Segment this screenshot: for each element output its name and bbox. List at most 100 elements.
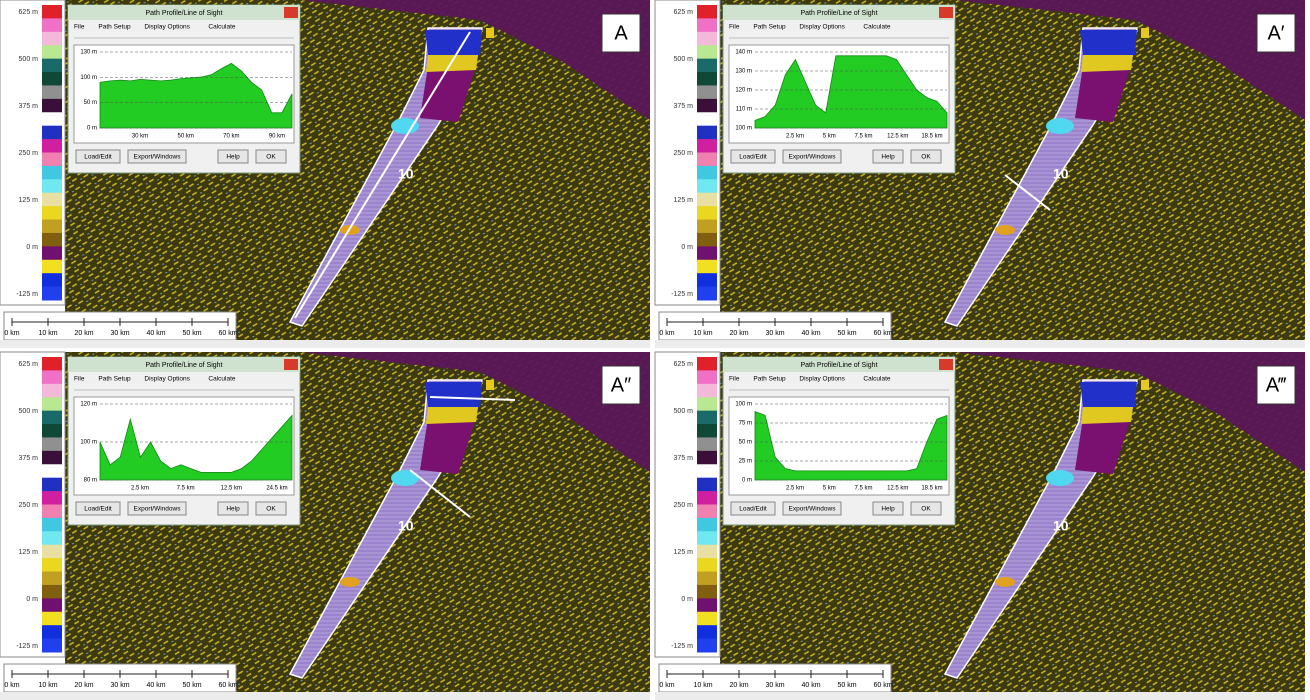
legend-swatch xyxy=(697,357,717,371)
legend-swatch xyxy=(697,5,717,19)
profile-x-label: 12.5 km xyxy=(887,486,908,492)
menu-item[interactable]: File xyxy=(729,376,740,383)
scale-label: 60 km xyxy=(873,330,892,337)
menu-item[interactable]: Path Setup xyxy=(753,24,786,31)
sandbar xyxy=(340,577,360,587)
legend-swatch xyxy=(42,545,62,559)
button-label[interactable]: OK xyxy=(921,506,931,513)
legend-swatch xyxy=(42,625,62,639)
legend-swatch xyxy=(697,193,717,207)
profile-y-label: 100 m xyxy=(735,126,752,132)
button-label[interactable]: OK xyxy=(266,154,276,161)
button-label[interactable]: Load/Edit xyxy=(739,154,767,161)
scale-label: 30 km xyxy=(110,330,129,337)
estuary-blue xyxy=(425,30,482,55)
menu-item[interactable]: Display Options xyxy=(799,376,845,383)
button-label[interactable]: OK xyxy=(921,154,931,161)
menu-item[interactable]: Display Options xyxy=(799,24,845,31)
legend-label: 375 m xyxy=(19,455,39,462)
profile-dialog: Path Profile/Line of SightFilePath Setup… xyxy=(68,5,300,173)
close-button[interactable] xyxy=(939,359,953,370)
legend-swatch xyxy=(697,478,717,492)
button-label[interactable]: Help xyxy=(226,154,240,161)
legend-swatch xyxy=(697,273,717,287)
menu-item[interactable]: Calculate xyxy=(208,376,235,383)
menu-item[interactable]: File xyxy=(729,24,740,31)
menu-item[interactable]: Path Setup xyxy=(98,24,131,31)
profile-x-label: 12.5 km xyxy=(221,486,242,492)
profile-y-label: 120 m xyxy=(80,402,97,408)
profile-y-label: 100 m xyxy=(80,75,97,81)
button-label[interactable]: Load/Edit xyxy=(739,506,767,513)
menu-item[interactable]: File xyxy=(74,376,85,383)
menu-item[interactable]: Calculate xyxy=(208,24,235,31)
profile-y-label: 25 m xyxy=(739,459,752,465)
profile-x-label: 18.5 km xyxy=(921,134,942,140)
profile-x-label: 7.5 km xyxy=(177,486,195,492)
dialog-title: Path Profile/Line of Sight xyxy=(800,10,877,17)
legend-swatch xyxy=(42,32,62,46)
panel-label: A′ xyxy=(1267,22,1284,44)
menu-item[interactable]: Path Setup xyxy=(98,376,131,383)
button-label[interactable]: Export/Windows xyxy=(789,506,837,513)
legend-swatch xyxy=(42,612,62,626)
estuary-yellow xyxy=(426,55,478,72)
legend-swatch xyxy=(42,558,62,572)
scale-label: 10 km xyxy=(693,682,712,689)
legend-label: 625 m xyxy=(674,361,694,368)
menu-item[interactable]: Display Options xyxy=(144,24,190,31)
legend-swatch xyxy=(697,424,717,438)
button-label[interactable]: Export/Windows xyxy=(134,506,182,513)
legend-swatch xyxy=(42,505,62,519)
legend-label: -125 m xyxy=(16,643,38,650)
scale-label: 40 km xyxy=(146,682,165,689)
menu-item[interactable]: Calculate xyxy=(863,24,890,31)
scale-label: 30 km xyxy=(765,682,784,689)
profile-x-label: 30 km xyxy=(132,134,148,140)
button-label[interactable]: Help xyxy=(881,506,895,513)
legend-swatch xyxy=(42,411,62,425)
scale-label: 50 km xyxy=(837,330,856,337)
scale-label: 40 km xyxy=(146,330,165,337)
button-label[interactable]: OK xyxy=(266,506,276,513)
scale-label: 20 km xyxy=(729,330,748,337)
estuary-yellow xyxy=(1081,55,1133,72)
scale-label: 10 km xyxy=(693,330,712,337)
profile-x-label: 50 km xyxy=(177,134,193,140)
button-label[interactable]: Load/Edit xyxy=(84,506,112,513)
status-bar xyxy=(655,692,1305,700)
legend-swatch xyxy=(42,59,62,73)
legend-swatch xyxy=(697,179,717,193)
legend-swatch xyxy=(42,384,62,398)
button-label[interactable]: Help xyxy=(881,154,895,161)
profile-x-label: 5 km xyxy=(823,134,836,140)
close-button[interactable] xyxy=(284,359,298,370)
menu-item[interactable]: Display Options xyxy=(144,376,190,383)
menu-item[interactable]: File xyxy=(74,24,85,31)
button-label[interactable]: Export/Windows xyxy=(789,154,837,161)
panel-label: A″ xyxy=(611,374,631,396)
close-button[interactable] xyxy=(284,7,298,18)
status-bar xyxy=(0,692,650,700)
legend-label: 0 m xyxy=(26,244,38,251)
legend-swatch xyxy=(697,370,717,384)
profile-y-label: 110 m xyxy=(736,107,752,113)
menu-item[interactable]: Path Setup xyxy=(753,376,786,383)
close-button[interactable] xyxy=(939,7,953,18)
legend-swatch xyxy=(697,112,717,126)
legend-swatch xyxy=(42,572,62,586)
legend-swatch xyxy=(42,491,62,505)
menu-item[interactable]: Calculate xyxy=(863,376,890,383)
map-label: 10 xyxy=(1053,518,1069,534)
legend-swatch xyxy=(697,139,717,153)
scale-label: 30 km xyxy=(110,682,129,689)
button-label[interactable]: Export/Windows xyxy=(134,154,182,161)
button-label[interactable]: Load/Edit xyxy=(84,154,112,161)
legend-swatch xyxy=(697,558,717,572)
legend-swatch xyxy=(697,246,717,260)
legend-swatch xyxy=(697,260,717,274)
legend-swatch xyxy=(42,153,62,167)
button-label[interactable]: Help xyxy=(226,506,240,513)
legend-swatch xyxy=(697,220,717,234)
legend-swatch xyxy=(697,18,717,32)
